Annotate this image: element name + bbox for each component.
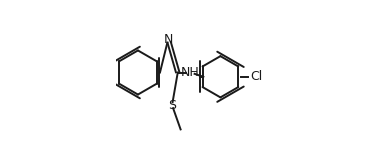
Text: NH: NH [181,66,200,79]
Text: N: N [163,33,173,46]
Text: Cl: Cl [250,70,263,83]
Text: S: S [168,99,176,112]
